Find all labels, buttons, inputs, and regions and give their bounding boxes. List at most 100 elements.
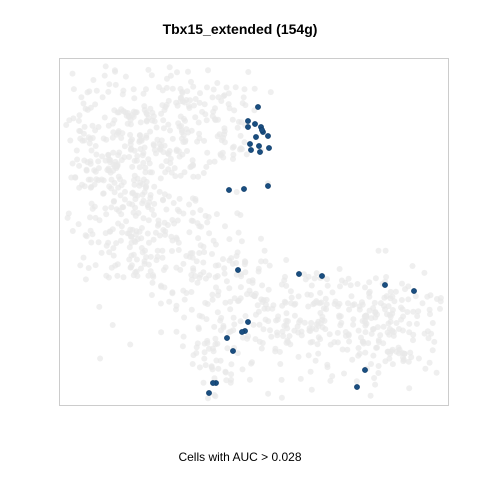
background-cell-point	[305, 273, 312, 280]
background-cell-point	[323, 306, 330, 313]
background-cell-point	[103, 272, 110, 279]
background-cell-point	[312, 357, 319, 364]
background-cell-point	[261, 247, 268, 254]
background-cell-point	[90, 77, 97, 83]
background-cell-point	[329, 289, 336, 296]
background-cell-point	[415, 355, 422, 362]
background-cell-point	[115, 220, 122, 227]
background-cell-point	[189, 250, 196, 256]
background-cell-point	[80, 100, 87, 107]
background-cell-point	[110, 198, 117, 205]
background-cell-point	[220, 256, 226, 263]
background-cell-point	[222, 299, 229, 306]
background-cell-point	[176, 195, 183, 202]
background-cell-point	[188, 217, 195, 224]
background-cell-point	[102, 205, 109, 212]
background-cell-point	[324, 282, 331, 289]
background-cell-point	[161, 191, 168, 198]
background-cell-point	[173, 328, 180, 335]
background-cell-point	[283, 310, 290, 317]
background-cell-point	[234, 210, 241, 217]
background-cell-point	[406, 320, 413, 327]
background-cell-point	[137, 132, 143, 139]
background-cell-point	[126, 154, 133, 160]
background-cell-point	[119, 229, 126, 236]
background-cell-point	[140, 159, 147, 166]
background-cell-point	[266, 262, 273, 269]
background-cell-point	[173, 264, 180, 271]
highlighted-cell-point	[210, 380, 216, 386]
background-cell-point	[419, 300, 426, 307]
background-cell-point	[98, 176, 105, 183]
background-cell-point	[66, 117, 73, 124]
background-cell-point	[345, 275, 352, 282]
background-cell-point	[410, 337, 416, 344]
background-cell-point	[206, 159, 213, 166]
background-cell-point	[100, 135, 107, 142]
background-cell-point	[142, 164, 149, 171]
background-cell-point	[241, 86, 248, 93]
background-cell-point	[130, 251, 137, 258]
background-cell-point	[141, 260, 148, 267]
background-cell-point	[141, 144, 148, 151]
background-cell-point	[143, 132, 150, 139]
background-cell-point	[186, 229, 193, 236]
background-cell-point	[208, 363, 215, 370]
background-cell-point	[163, 206, 170, 213]
background-cell-point	[181, 314, 188, 321]
background-cell-point	[351, 301, 358, 308]
background-cell-point	[169, 135, 176, 142]
background-cell-point	[103, 242, 110, 249]
background-cell-point	[120, 179, 127, 186]
background-cell-point	[201, 355, 208, 362]
background-cell-point	[324, 276, 330, 283]
highlighted-cell-point	[247, 141, 253, 147]
background-cell-point	[120, 274, 127, 281]
background-cell-point	[173, 302, 180, 309]
background-cell-point	[169, 290, 176, 297]
background-cell-point	[134, 153, 141, 159]
background-cell-point	[405, 296, 412, 303]
background-cell-point	[308, 319, 315, 326]
background-cell-point	[205, 395, 211, 402]
background-cell-point	[233, 189, 240, 195]
background-cell-point	[88, 239, 95, 246]
background-cell-point	[201, 349, 208, 356]
background-cell-point	[194, 340, 201, 347]
background-cell-point	[77, 262, 84, 269]
background-cell-point	[305, 303, 312, 310]
background-cell-point	[276, 348, 283, 355]
background-cell-point	[366, 288, 373, 295]
background-cell-point	[99, 153, 106, 160]
background-cell-point	[227, 306, 234, 313]
background-cell-point	[334, 329, 341, 336]
background-cell-point	[246, 376, 253, 383]
background-cell-point	[151, 146, 158, 153]
background-cell-point	[260, 326, 267, 333]
background-cell-point	[297, 375, 304, 382]
background-cell-point	[362, 349, 369, 356]
background-cell-point	[298, 332, 305, 339]
background-cell-point	[221, 270, 228, 277]
background-cell-point	[314, 341, 321, 348]
background-cell-point	[189, 254, 196, 261]
background-cell-point	[76, 112, 83, 119]
background-cell-point	[67, 137, 74, 144]
background-cell-point	[169, 237, 176, 244]
background-cell-point	[112, 81, 119, 88]
highlighted-cell-point	[245, 124, 251, 130]
background-cell-point	[405, 358, 412, 365]
background-cell-point	[188, 163, 195, 170]
background-cell-point	[362, 284, 368, 291]
background-cell-point	[324, 361, 331, 368]
background-cell-point	[117, 237, 124, 244]
background-cell-point	[211, 323, 218, 330]
background-cell-point	[412, 293, 419, 300]
background-cell-point	[143, 254, 150, 261]
background-cell-point	[196, 99, 203, 106]
background-cell-point	[212, 274, 219, 281]
background-cell-point	[154, 136, 161, 143]
background-cell-point	[190, 352, 197, 359]
background-cell-point	[89, 122, 96, 129]
